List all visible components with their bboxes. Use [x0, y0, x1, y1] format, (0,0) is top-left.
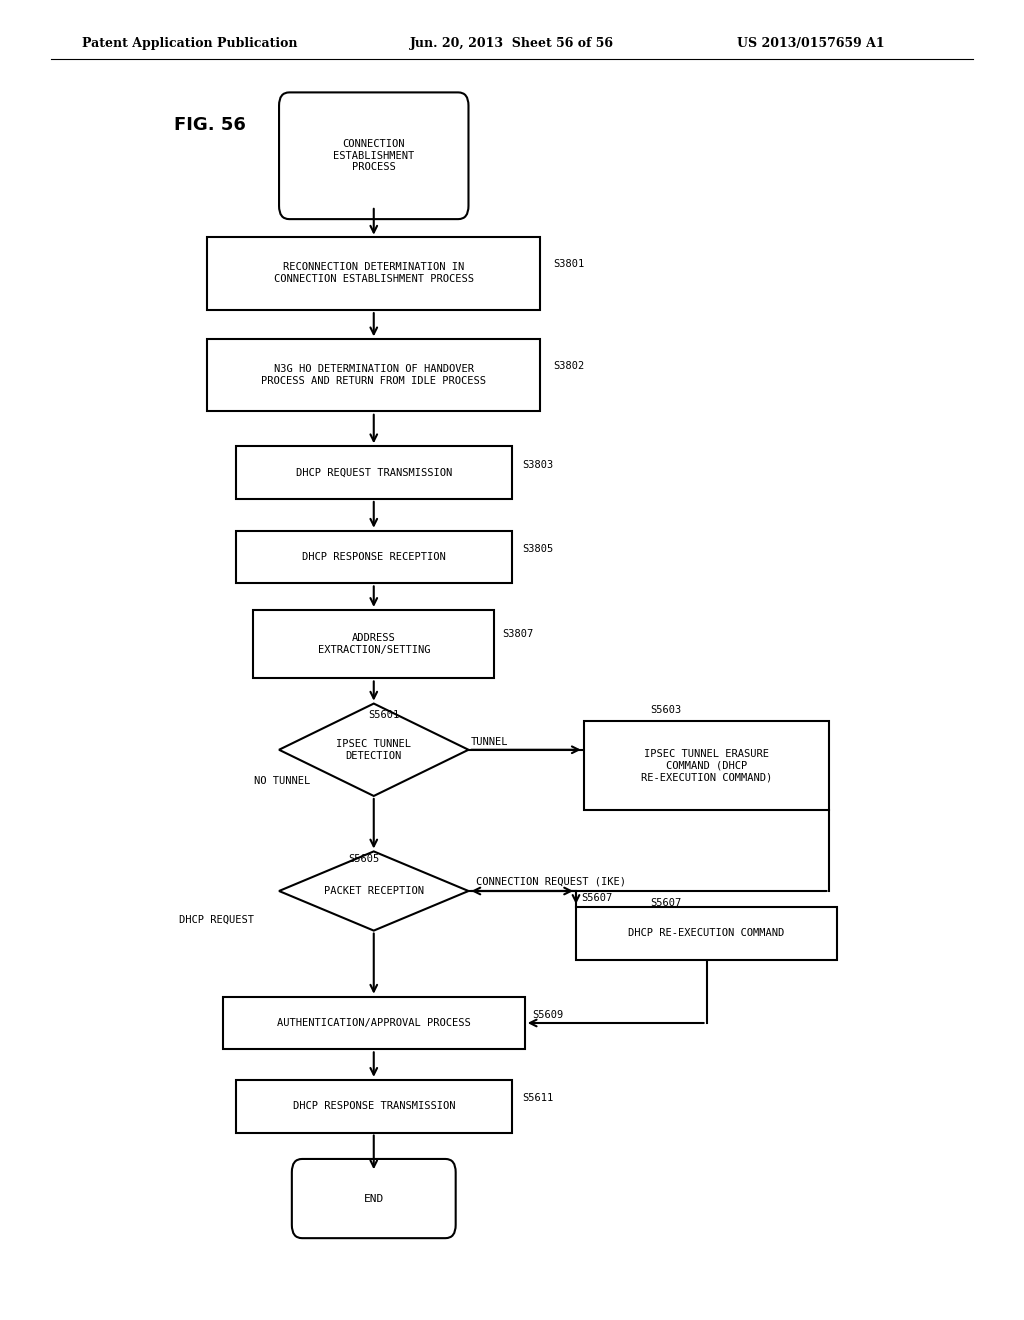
- Text: S5601: S5601: [369, 710, 400, 721]
- Polygon shape: [279, 704, 469, 796]
- Bar: [223, 997, 524, 1049]
- FancyBboxPatch shape: [279, 92, 468, 219]
- Text: DHCP RESPONSE RECEPTION: DHCP RESPONSE RECEPTION: [302, 552, 445, 562]
- Text: DHCP RE-EXECUTION COMMAND: DHCP RE-EXECUTION COMMAND: [629, 928, 784, 939]
- Bar: [254, 610, 494, 678]
- Text: Patent Application Publication: Patent Application Publication: [82, 37, 297, 50]
- FancyBboxPatch shape: [292, 1159, 456, 1238]
- Text: S3801: S3801: [553, 259, 585, 269]
- Text: S5605: S5605: [348, 854, 380, 865]
- Polygon shape: [279, 851, 469, 931]
- Text: S5607: S5607: [650, 898, 682, 908]
- Text: NO TUNNEL: NO TUNNEL: [254, 776, 310, 787]
- Bar: [236, 446, 512, 499]
- Bar: [575, 907, 838, 960]
- Text: CONNECTION
ESTABLISHMENT
PROCESS: CONNECTION ESTABLISHMENT PROCESS: [333, 139, 415, 173]
- Text: S3802: S3802: [553, 360, 585, 371]
- Bar: [236, 531, 512, 583]
- Text: S3805: S3805: [522, 544, 554, 554]
- Text: PACKET RECEPTION: PACKET RECEPTION: [324, 886, 424, 896]
- Text: DHCP RESPONSE TRANSMISSION: DHCP RESPONSE TRANSMISSION: [293, 1101, 455, 1111]
- Text: S3807: S3807: [502, 628, 534, 639]
- Text: ADDRESS
EXTRACTION/SETTING: ADDRESS EXTRACTION/SETTING: [317, 634, 430, 655]
- Text: IPSEC TUNNEL
DETECTION: IPSEC TUNNEL DETECTION: [336, 739, 412, 760]
- Text: S5609: S5609: [532, 1010, 564, 1020]
- Text: Jun. 20, 2013  Sheet 56 of 56: Jun. 20, 2013 Sheet 56 of 56: [410, 37, 613, 50]
- Text: TUNNEL: TUNNEL: [471, 737, 509, 747]
- Bar: [207, 236, 541, 309]
- Bar: [584, 721, 829, 810]
- Text: N3G HO DETERMINATION OF HANDOVER
PROCESS AND RETURN FROM IDLE PROCESS: N3G HO DETERMINATION OF HANDOVER PROCESS…: [261, 364, 486, 385]
- Text: END: END: [364, 1193, 384, 1204]
- Text: IPSEC TUNNEL ERASURE
COMMAND (DHCP
RE-EXECUTION COMMAND): IPSEC TUNNEL ERASURE COMMAND (DHCP RE-EX…: [641, 748, 772, 783]
- Text: S3803: S3803: [522, 459, 554, 470]
- Bar: [236, 1080, 512, 1133]
- Text: DHCP REQUEST: DHCP REQUEST: [179, 915, 254, 925]
- Text: RECONNECTION DETERMINATION IN
CONNECTION ESTABLISHMENT PROCESS: RECONNECTION DETERMINATION IN CONNECTION…: [273, 263, 474, 284]
- Bar: [207, 338, 541, 412]
- Text: S5603: S5603: [650, 705, 682, 715]
- Text: S5607: S5607: [582, 892, 612, 903]
- Text: US 2013/0157659 A1: US 2013/0157659 A1: [737, 37, 885, 50]
- Text: CONNECTION REQUEST (IKE): CONNECTION REQUEST (IKE): [476, 876, 626, 887]
- Text: DHCP REQUEST TRANSMISSION: DHCP REQUEST TRANSMISSION: [296, 467, 452, 478]
- Text: FIG. 56: FIG. 56: [174, 116, 246, 135]
- Text: AUTHENTICATION/APPROVAL PROCESS: AUTHENTICATION/APPROVAL PROCESS: [276, 1018, 471, 1028]
- Text: S5611: S5611: [522, 1093, 554, 1104]
